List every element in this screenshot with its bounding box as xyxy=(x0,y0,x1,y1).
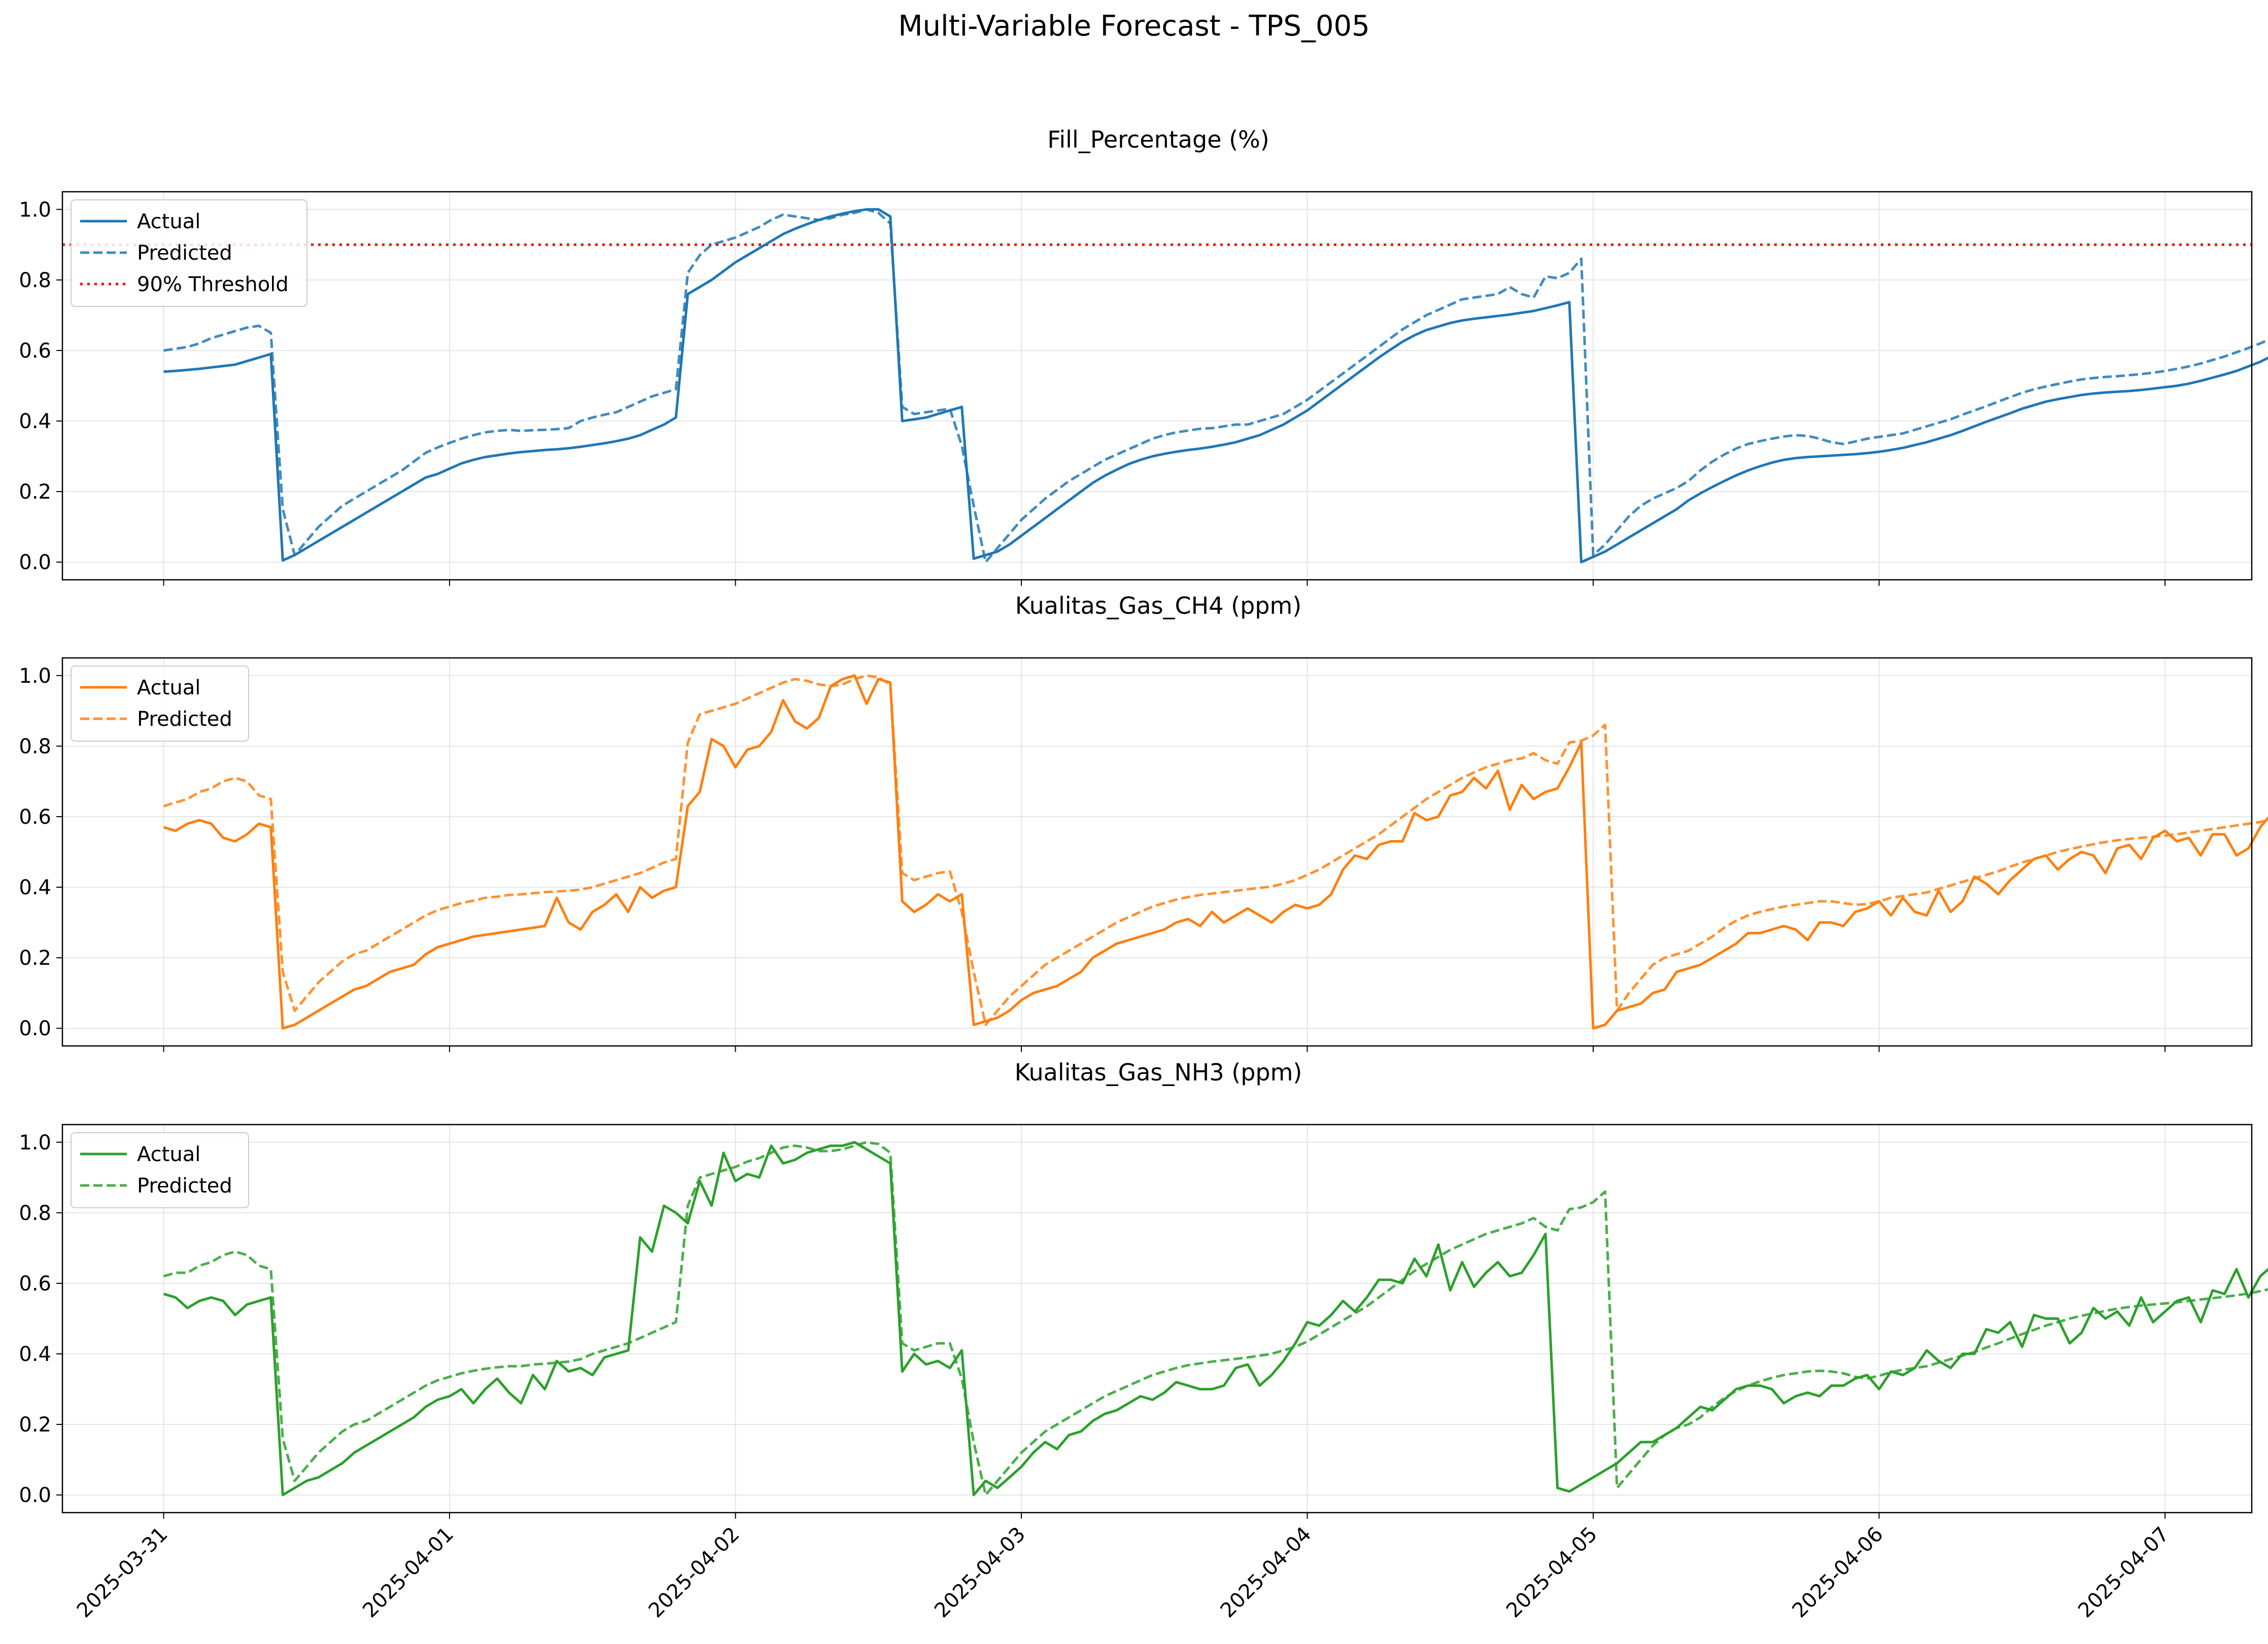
series-predicted-line xyxy=(163,208,2268,564)
y-tick-label: 0.2 xyxy=(19,480,51,504)
y-tick-label: 0.6 xyxy=(19,1272,51,1296)
legend-label: Predicted xyxy=(137,241,232,265)
legend: Actual Predicted 90% Threshold xyxy=(71,199,307,307)
y-tick-label: 0.6 xyxy=(19,339,51,363)
legend-label: Predicted xyxy=(137,708,232,731)
figure-title: Multi-Variable Forecast - TPS_005 xyxy=(898,10,1370,43)
series-actual-line xyxy=(163,1141,2268,1496)
y-tick-label: 0.0 xyxy=(19,1484,51,1507)
series-predicted-line xyxy=(163,1141,2268,1496)
legend-label: 90% Threshold xyxy=(137,273,289,296)
panel-gas-ch4: 0.0 0.2 0.4 0.6 0.8 1.0 Actual Predicted xyxy=(19,657,2268,1052)
panel-fill-percentage: 0.0 0.2 0.4 0.6 0.8 1.0 Actual Predicted 90% Thr… xyxy=(19,191,2268,586)
series-actual-line xyxy=(163,208,2268,564)
y-tick-label: 1.0 xyxy=(19,198,51,222)
legend-label: Actual xyxy=(137,1143,200,1166)
y-tick-label: 0.2 xyxy=(19,1413,51,1437)
legend: Actual Predicted xyxy=(71,666,249,742)
legend: Actual Predicted xyxy=(71,1132,249,1208)
axes-frame xyxy=(61,1124,2253,1514)
plot-area xyxy=(62,658,2252,1046)
y-tick-label: 1.0 xyxy=(19,664,51,688)
legend-label: Predicted xyxy=(137,1174,232,1198)
y-tick-label: 0.4 xyxy=(19,876,51,899)
y-tick-label: 0.8 xyxy=(19,1202,51,1225)
plot-area xyxy=(62,1125,2252,1513)
legend-label: Actual xyxy=(137,676,200,699)
axes-frame xyxy=(61,657,2253,1047)
y-tick-label: 0.4 xyxy=(19,1343,51,1366)
legend-box xyxy=(71,1132,249,1208)
panel-title-fill: Fill_Percentage (%) xyxy=(1047,126,1269,153)
panel-title-ch4: Kualitas_Gas_CH4 (ppm) xyxy=(1015,592,1301,619)
panel-title-nh3: Kualitas_Gas_NH3 (ppm) xyxy=(1015,1059,1302,1086)
plot-area xyxy=(62,192,2252,580)
y-tick-label: 0.2 xyxy=(19,947,51,970)
y-tick-label: 0.8 xyxy=(19,735,51,758)
series-actual-line xyxy=(163,674,2268,1030)
series-predicted-line xyxy=(163,674,2268,1026)
legend-box xyxy=(71,199,307,307)
y-tick-label: 0.0 xyxy=(19,1017,51,1040)
y-tick-label: 0.0 xyxy=(19,551,51,574)
legend-label: Actual xyxy=(137,210,200,233)
legend-box xyxy=(71,666,249,742)
axes-frame xyxy=(61,191,2253,581)
y-tick-label: 0.6 xyxy=(19,806,51,829)
panel-gas-nh3: 0.0 0.2 0.4 0.6 0.8 1.0 Actual Predicted xyxy=(19,1124,2268,1519)
y-tick-label: 1.0 xyxy=(19,1131,51,1155)
y-tick-label: 0.4 xyxy=(19,410,51,433)
y-tick-label: 0.8 xyxy=(19,269,51,292)
